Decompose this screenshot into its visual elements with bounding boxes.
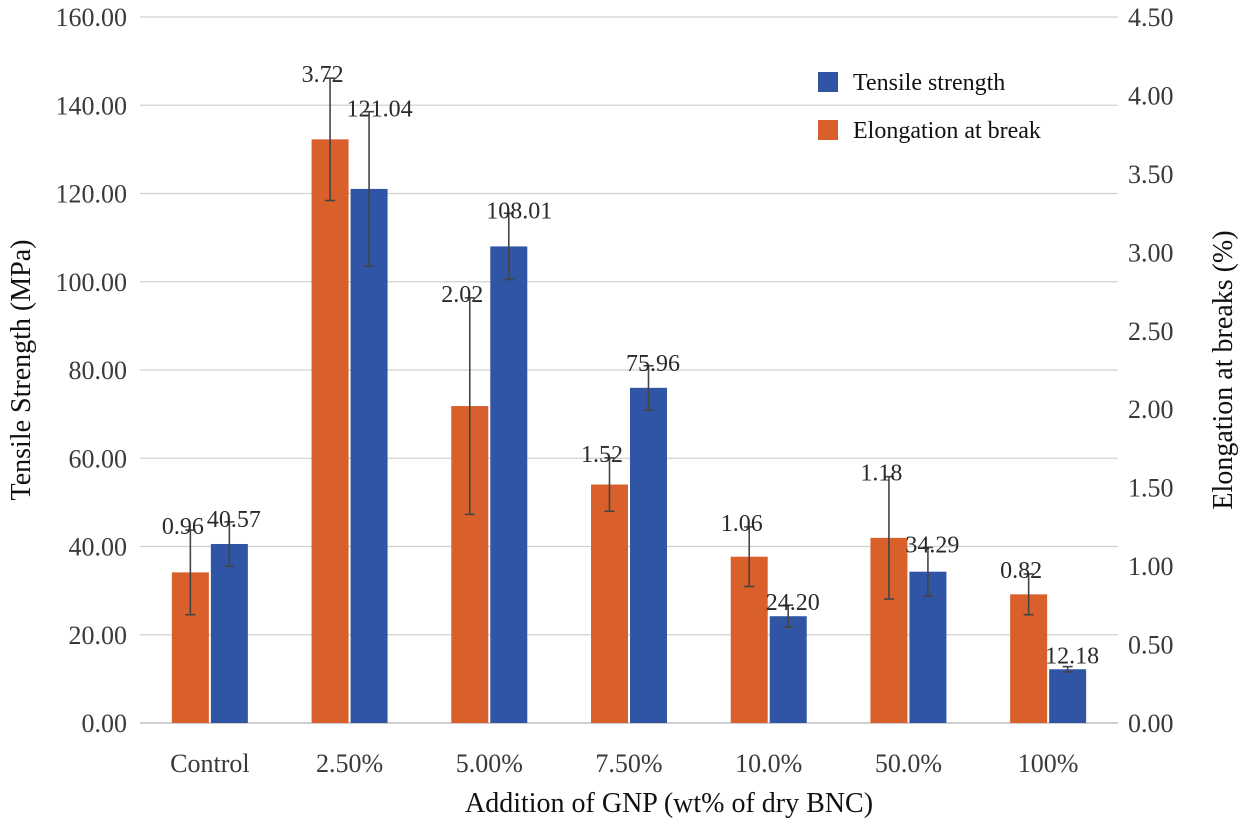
y-tick-label: 60.00 [69, 444, 128, 473]
elongation-at-break-data-label: 2.02 [441, 282, 483, 308]
y2-tick-label: 4.50 [1128, 3, 1174, 32]
tensile-strength-data-label: 12.18 [1045, 643, 1099, 669]
elongation-at-break-data-label: 1.06 [721, 511, 763, 537]
tensile-strength-bar [350, 188, 388, 723]
tensile-strength-data-label: 40.57 [207, 507, 261, 533]
legend-swatch-elongation-at-break [818, 120, 838, 140]
y-tick-label: 160.00 [56, 3, 128, 32]
legend-label-tensile-strength: Tensile strength [853, 70, 1005, 96]
elongation-at-break-bar [1010, 594, 1048, 723]
tensile-strength-data-label: 24.20 [766, 590, 820, 616]
tensile-strength-bar [1049, 669, 1087, 723]
legend: Tensile strength Elongation at break [818, 70, 1041, 144]
y2-tick-label: 1.50 [1128, 474, 1174, 503]
category-label: 5.00% [456, 749, 523, 778]
tensile-strength-data-label: 108.01 [486, 198, 552, 224]
category-label: 7.50% [595, 749, 662, 778]
legend-swatch-tensile-strength [818, 72, 838, 92]
category-axis-labels: Control 2.50% 5.00% 7.50% 10.0% 50.0% 100% [170, 749, 1078, 778]
y-tick-label: 140.00 [56, 91, 128, 120]
bars [171, 139, 1087, 723]
left-axis-ticks: 0.00 20.00 40.00 60.00 80.00 100.00 120.00 140.… [56, 3, 128, 738]
y-axis-title: Tensile Strength (MPa) [6, 240, 37, 501]
elongation-at-break-bar [591, 484, 628, 723]
category-label: 50.0% [875, 749, 942, 778]
tensile-strength-bar [769, 616, 807, 723]
y2-tick-label: 2.00 [1128, 395, 1174, 424]
y-tick-label: 100.00 [56, 268, 128, 297]
category-label: Control [170, 749, 249, 778]
y2-tick-label: 1.00 [1128, 552, 1174, 581]
category-label: 100% [1018, 749, 1079, 778]
y2-tick-label: 3.00 [1128, 238, 1174, 267]
tensile-strength-bar [630, 387, 667, 723]
tensile-strength-data-label: 121.04 [347, 97, 413, 123]
elongation-at-break-data-label: 1.52 [581, 442, 623, 468]
y2-tick-label: 2.50 [1128, 317, 1174, 346]
category-label: 10.0% [735, 749, 802, 778]
elongation-at-break-data-label: 1.18 [860, 461, 902, 487]
elongation-at-break-data-label: 0.82 [1000, 558, 1042, 584]
tensile-strength-data-label: 34.29 [905, 532, 959, 558]
y2-tick-label: 0.50 [1128, 631, 1174, 660]
tensile-strength-bar [490, 246, 528, 723]
legend-label-elongation-at-break: Elongation at break [853, 118, 1041, 144]
error-bars [185, 77, 1073, 673]
x-axis-title: Addition of GNP (wt% of dry BNC) [465, 788, 873, 819]
y2-axis-title: Elongation at breaks (%) [1208, 230, 1239, 509]
elongation-at-break-data-label: 0.96 [162, 514, 204, 540]
y-tick-label: 120.00 [56, 180, 128, 209]
y2-tick-label: 0.00 [1128, 709, 1174, 738]
tensile-strength-bar [210, 543, 248, 723]
tensile-strength-data-label: 75.96 [626, 351, 680, 377]
y2-tick-label: 3.50 [1128, 160, 1174, 189]
y-tick-label: 20.00 [69, 621, 128, 650]
gridlines [140, 16, 1118, 724]
y-tick-label: 80.00 [69, 356, 128, 385]
right-axis-ticks: 0.00 0.50 1.00 1.50 2.00 2.50 3.00 3.50 4.00 4.50 [1128, 3, 1174, 738]
tensile-strength-bar [909, 571, 947, 723]
elongation-at-break-data-label: 3.72 [302, 62, 344, 88]
y2-tick-label: 4.00 [1128, 81, 1174, 110]
category-label: 2.50% [316, 749, 383, 778]
elongation-at-break-bar [311, 139, 349, 723]
y-tick-label: 40.00 [69, 533, 128, 562]
y-tick-label: 0.00 [82, 709, 128, 738]
